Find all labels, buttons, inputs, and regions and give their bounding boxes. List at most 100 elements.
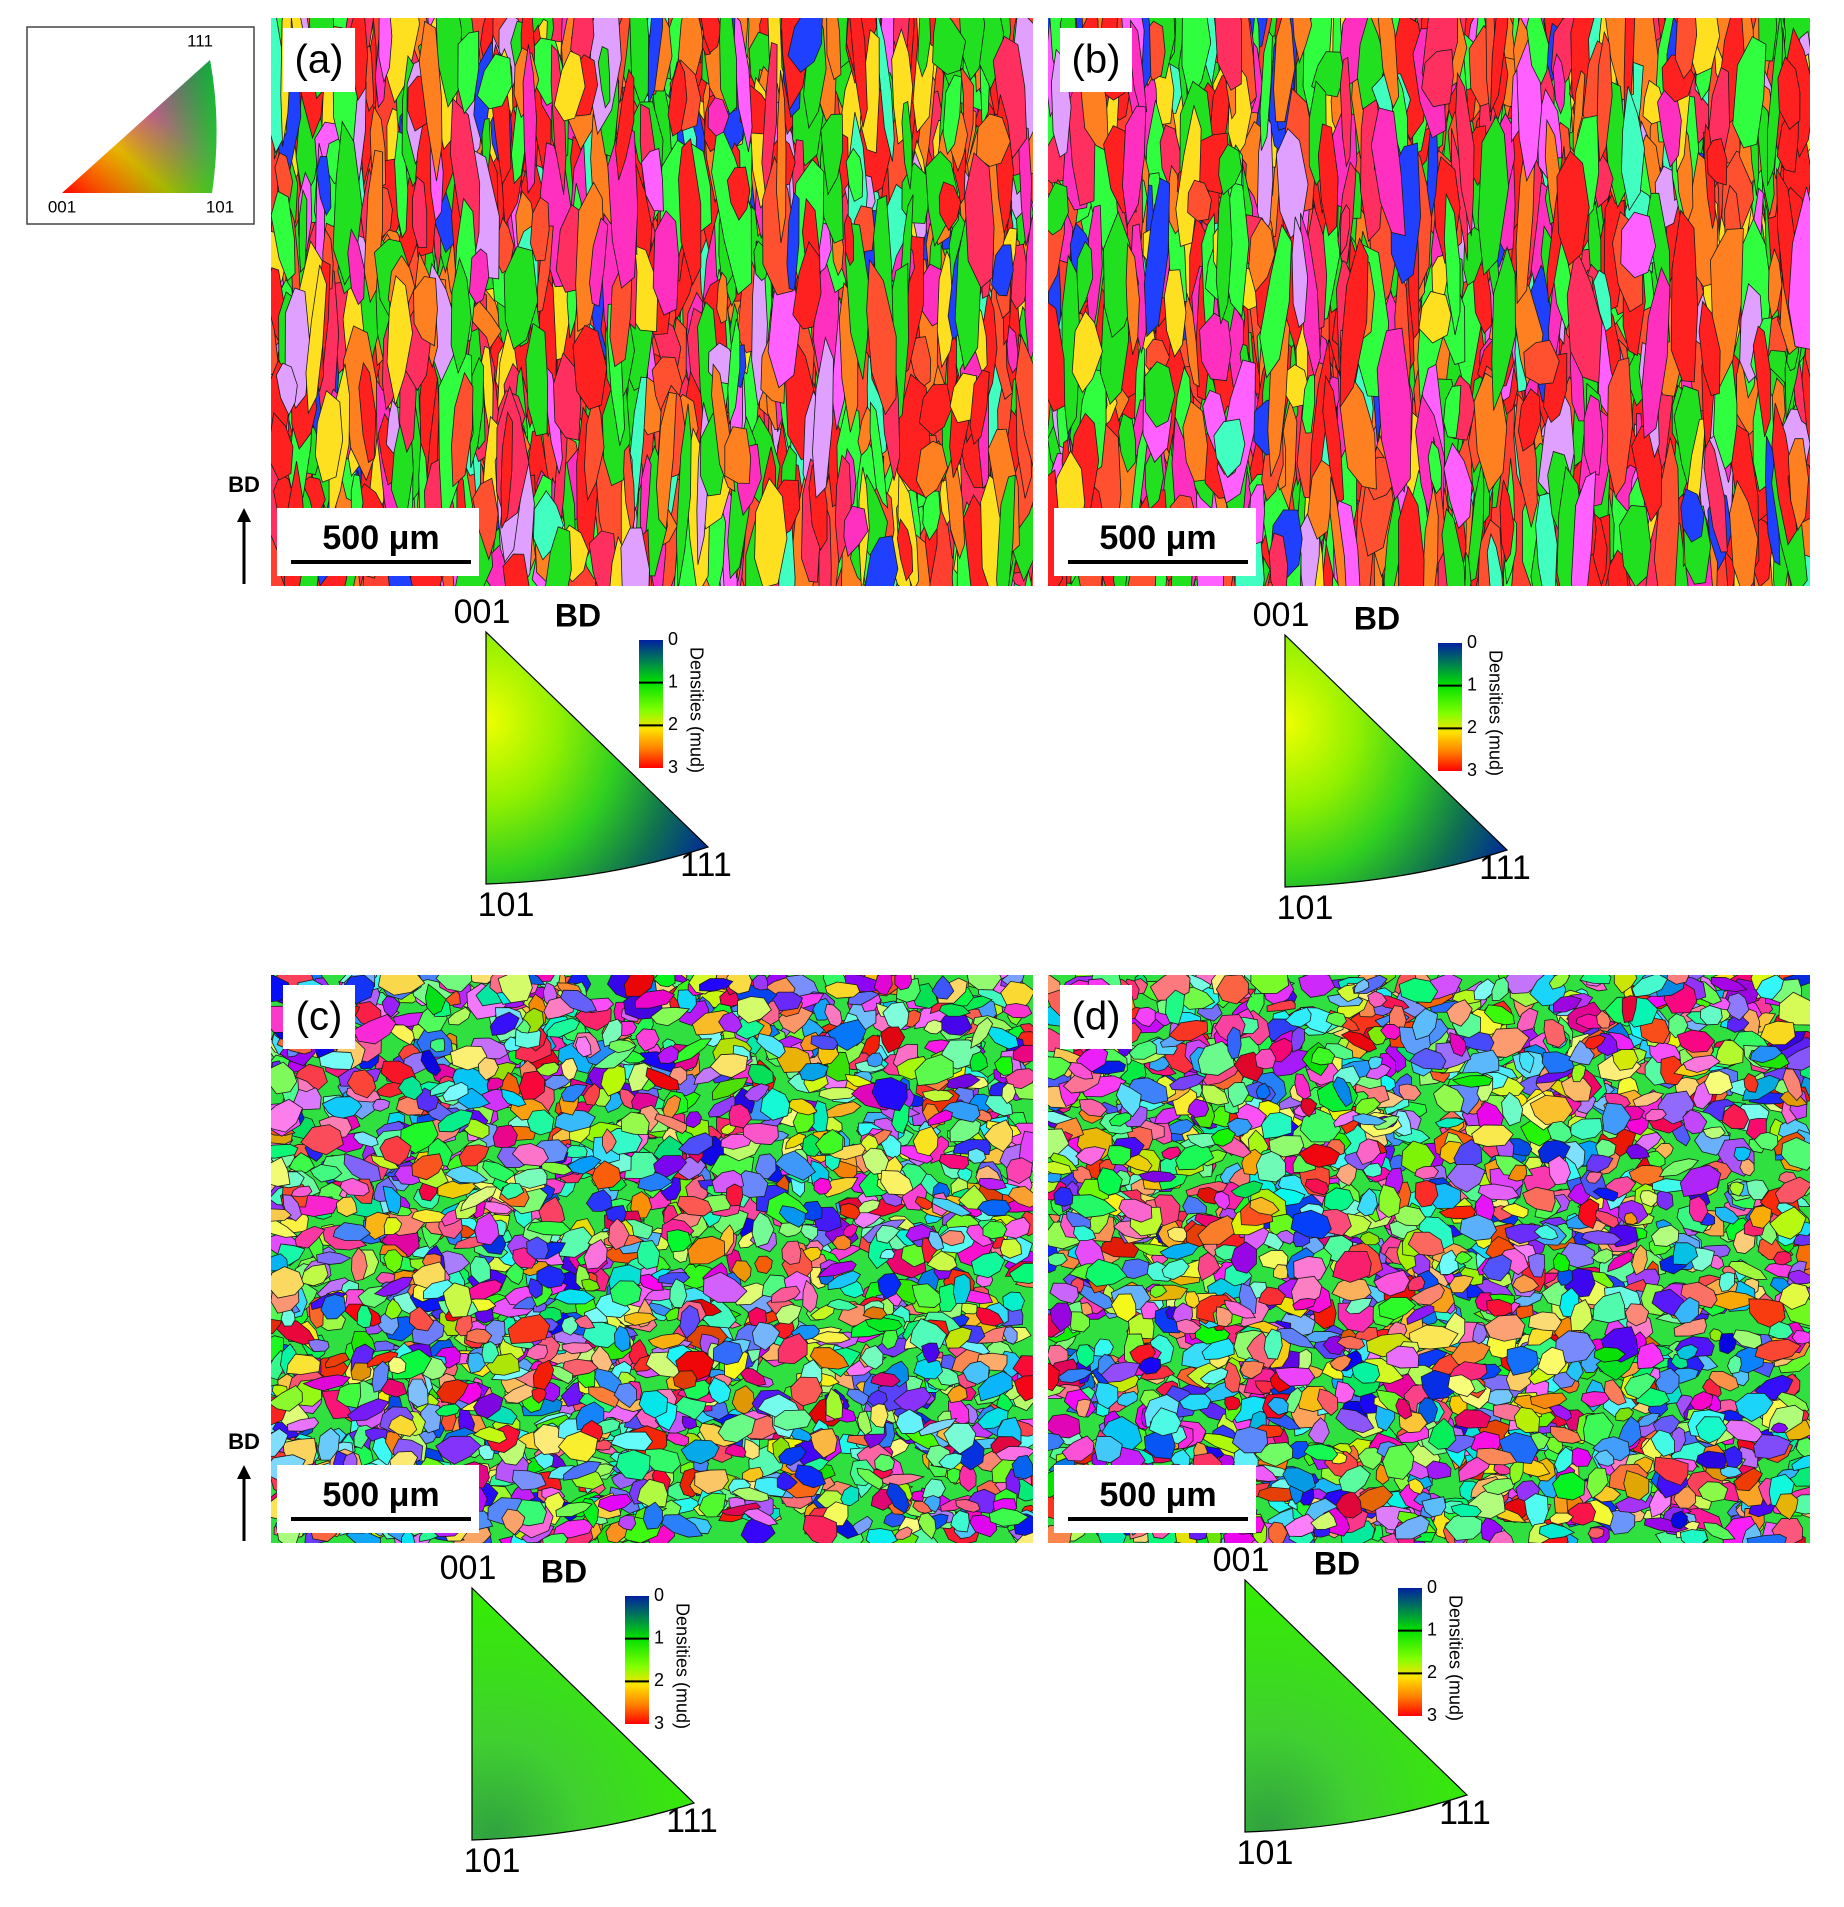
grain xyxy=(588,530,617,586)
grain xyxy=(875,18,895,162)
grain xyxy=(583,391,605,502)
grain xyxy=(1518,388,1542,452)
grain xyxy=(641,147,664,212)
grain xyxy=(958,18,986,81)
grain xyxy=(786,192,800,291)
grain xyxy=(875,1224,901,1244)
grain xyxy=(364,1211,390,1240)
grain xyxy=(991,244,1014,297)
grain xyxy=(1376,327,1412,501)
grain xyxy=(316,156,332,217)
corner-label: 001 xyxy=(454,593,511,631)
grain xyxy=(716,271,728,324)
grain xyxy=(635,1028,660,1052)
scale-bar-label: 500 μm xyxy=(322,1476,439,1514)
grain xyxy=(1213,418,1246,479)
grain xyxy=(1703,123,1716,229)
pole-figure-triangle xyxy=(485,630,710,885)
grain xyxy=(1005,1068,1033,1090)
grain xyxy=(879,1249,896,1260)
corner-label: 001 xyxy=(440,1549,497,1587)
grain xyxy=(918,383,953,436)
orientation-map xyxy=(271,975,1033,1543)
grain xyxy=(1268,532,1288,586)
grain xyxy=(1698,300,1721,397)
grain xyxy=(305,264,327,415)
grain xyxy=(812,336,834,499)
grain xyxy=(896,518,914,582)
grain xyxy=(824,1003,843,1028)
grain xyxy=(1370,107,1406,237)
pole-figure-title: BD xyxy=(555,597,601,633)
grain xyxy=(271,190,296,282)
grain xyxy=(1339,372,1377,490)
grain xyxy=(839,1203,862,1220)
grain xyxy=(1317,123,1339,237)
grain xyxy=(1215,175,1233,325)
grain xyxy=(1002,1326,1018,1345)
grain xyxy=(1552,53,1566,115)
grain xyxy=(1339,56,1352,168)
grain xyxy=(921,1089,955,1102)
grain xyxy=(373,1276,414,1298)
grain xyxy=(727,318,741,425)
grain xyxy=(503,246,539,350)
grain xyxy=(372,1099,390,1112)
corner-label: 111 xyxy=(680,846,732,884)
grain xyxy=(726,166,751,221)
grain xyxy=(724,426,752,484)
grain xyxy=(685,1111,702,1129)
grain xyxy=(502,1384,534,1404)
grain xyxy=(840,1485,860,1507)
grain xyxy=(537,225,554,313)
grain xyxy=(288,1152,315,1174)
grain xyxy=(1291,216,1309,329)
grain xyxy=(976,113,1011,167)
grain xyxy=(316,1251,352,1265)
key-label: 111 xyxy=(187,31,213,50)
grain xyxy=(921,1478,947,1501)
grain xyxy=(358,361,377,464)
grain xyxy=(1199,312,1232,382)
grain xyxy=(776,70,787,243)
grain xyxy=(542,1532,569,1543)
bd-label: BD xyxy=(228,1429,260,1454)
grain xyxy=(864,535,899,586)
grain xyxy=(932,18,966,75)
grain xyxy=(1322,374,1345,505)
grain xyxy=(308,1339,330,1353)
grain xyxy=(942,74,963,156)
grain xyxy=(917,18,931,78)
grain xyxy=(1182,400,1208,482)
panel-label-box xyxy=(283,28,355,92)
grain xyxy=(1398,485,1425,586)
grain xyxy=(656,391,677,531)
colorbar-label: Densities (mud) xyxy=(1485,650,1505,776)
grain xyxy=(588,1386,619,1408)
grain xyxy=(1443,385,1462,439)
grain xyxy=(1606,357,1634,499)
colorbar-tick-label: 1 xyxy=(654,1627,664,1647)
grain xyxy=(314,389,344,483)
grain xyxy=(1014,333,1033,474)
grain xyxy=(1163,269,1187,358)
grain xyxy=(843,213,854,267)
grain xyxy=(1212,18,1242,91)
grain xyxy=(386,275,413,406)
grain xyxy=(781,1240,802,1265)
grain xyxy=(378,18,393,84)
grain xyxy=(1729,479,1759,586)
grain xyxy=(922,490,941,542)
grain xyxy=(1443,193,1461,336)
colorbar-tick-label: 3 xyxy=(654,1713,664,1733)
grain xyxy=(1491,245,1516,411)
grain xyxy=(700,18,722,54)
grain xyxy=(652,210,680,316)
grain xyxy=(347,228,365,306)
colorbar-tick-label: 3 xyxy=(1467,760,1477,780)
grain xyxy=(711,118,752,296)
ipf-key: 111 001 101 xyxy=(26,26,255,225)
grain xyxy=(666,1432,689,1447)
